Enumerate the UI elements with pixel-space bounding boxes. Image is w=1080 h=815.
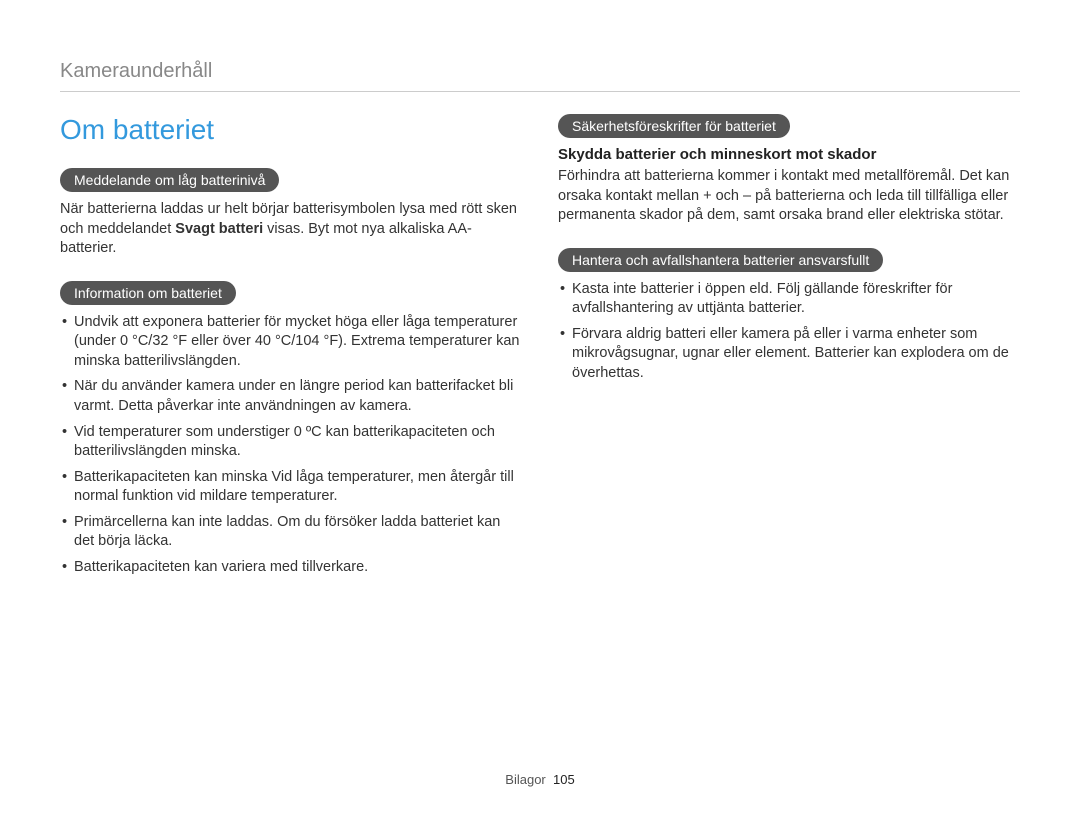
list-item: Undvik att exponera batterier för mycket… [60, 313, 522, 372]
list-item: När du använder kamera under en längre p… [60, 377, 522, 416]
para-text-bold: Svagt batteri [175, 221, 263, 237]
section-header: Kameraunderhåll [60, 60, 1020, 92]
list-item: Primärcellerna kan inte laddas. Om du fö… [60, 513, 522, 552]
safety-subtitle: Skydda batterier och minneskort mot skad… [558, 146, 1020, 163]
list-item: Vid temperaturer som understiger 0 ºC ka… [60, 423, 522, 462]
list-item: Batterikapaciteten kan minska Vid låga t… [60, 468, 522, 507]
info-bullet-list: Undvik att exponera batterier för mycket… [60, 313, 522, 578]
right-column: Säkerhetsföreskrifter för batteriet Skyd… [558, 114, 1020, 599]
list-item: Förvara aldrig batteri eller kamera på e… [558, 325, 1020, 384]
pill-safety: Säkerhetsföreskrifter för batteriet [558, 114, 790, 138]
safety-paragraph: Förhindra att batterierna kommer i konta… [558, 167, 1020, 226]
two-column-layout: Om batteriet Meddelande om låg batterini… [60, 114, 1020, 599]
main-title: Om batteriet [60, 114, 522, 146]
footer-label: Bilagor [505, 772, 545, 787]
page-container: Kameraunderhåll Om batteriet Meddelande … [0, 0, 1080, 599]
page-number: 105 [553, 772, 575, 787]
list-item: Batterikapaciteten kan variera med tillv… [60, 558, 522, 578]
disposal-bullet-list: Kasta inte batterier i öppen eld. Följ g… [558, 280, 1020, 384]
pill-low-battery: Meddelande om låg batterinivå [60, 168, 279, 192]
page-footer: Bilagor 105 [0, 772, 1080, 787]
list-item: Kasta inte batterier i öppen eld. Följ g… [558, 280, 1020, 319]
left-column: Om batteriet Meddelande om låg batterini… [60, 114, 522, 599]
pill-disposal: Hantera och avfallshantera batterier ans… [558, 248, 883, 272]
low-battery-paragraph: När batterierna laddas ur helt börjar ba… [60, 200, 522, 259]
pill-info: Information om batteriet [60, 281, 236, 305]
